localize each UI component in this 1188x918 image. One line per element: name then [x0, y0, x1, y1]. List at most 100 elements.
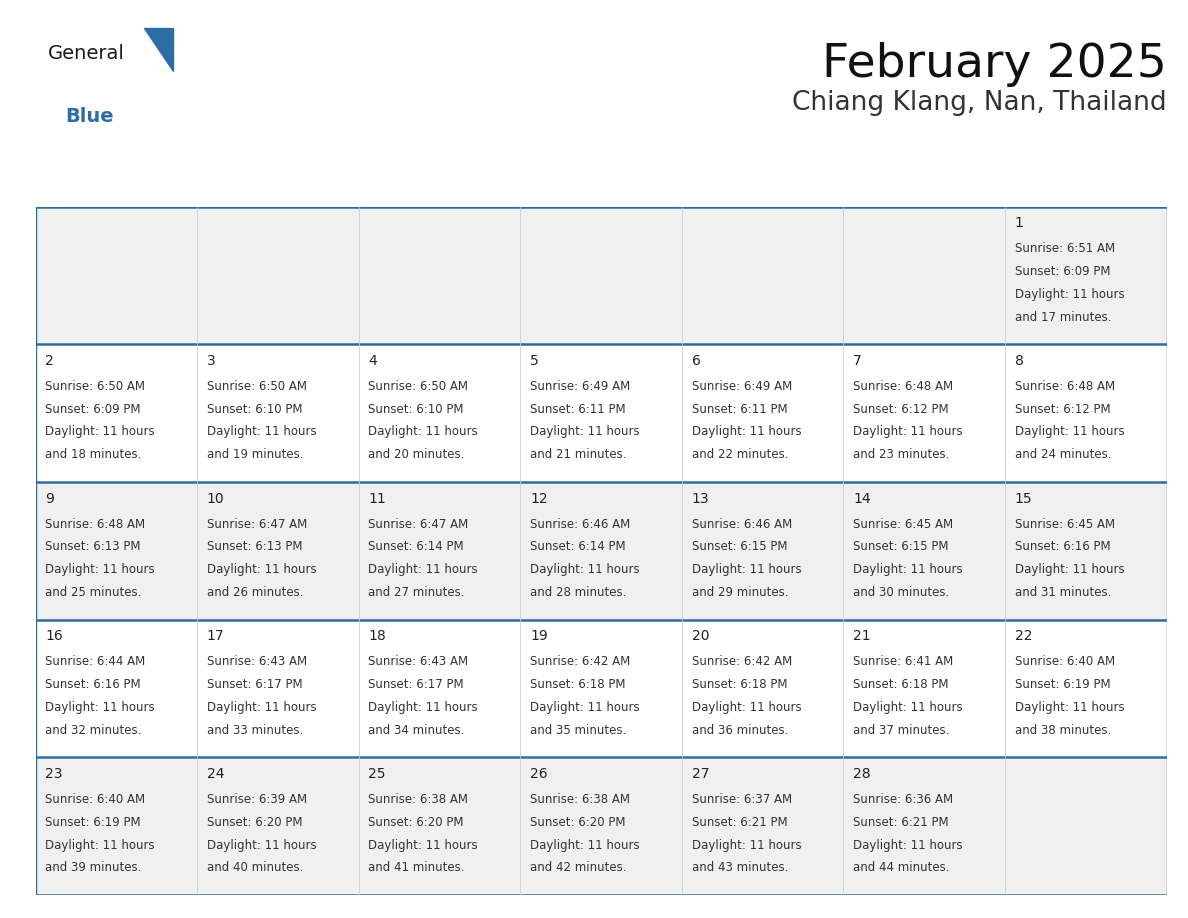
Text: Sunset: 6:14 PM: Sunset: 6:14 PM [530, 541, 626, 554]
Text: Sunday: Sunday [88, 174, 145, 189]
Text: Daylight: 11 hours: Daylight: 11 hours [691, 425, 801, 439]
Text: and 39 minutes.: and 39 minutes. [45, 861, 141, 874]
Text: and 31 minutes.: and 31 minutes. [1015, 586, 1111, 599]
Text: Sunrise: 6:42 AM: Sunrise: 6:42 AM [691, 655, 792, 668]
Text: 5: 5 [530, 353, 539, 368]
Text: Daylight: 11 hours: Daylight: 11 hours [1015, 425, 1124, 439]
Text: Sunrise: 6:41 AM: Sunrise: 6:41 AM [853, 655, 954, 668]
Text: Daylight: 11 hours: Daylight: 11 hours [853, 563, 962, 577]
Text: and 36 minutes.: and 36 minutes. [691, 723, 788, 736]
Text: Sunrise: 6:44 AM: Sunrise: 6:44 AM [45, 655, 146, 668]
Text: 12: 12 [530, 491, 548, 506]
Text: Sunrise: 6:50 AM: Sunrise: 6:50 AM [207, 380, 307, 393]
Text: 3: 3 [207, 353, 216, 368]
Text: 26: 26 [530, 767, 548, 781]
Text: 1: 1 [1015, 216, 1024, 230]
Text: Daylight: 11 hours: Daylight: 11 hours [45, 839, 154, 852]
Text: Sunset: 6:13 PM: Sunset: 6:13 PM [207, 541, 303, 554]
Text: 18: 18 [368, 630, 386, 644]
Text: Chiang Klang, Nan, Thailand: Chiang Klang, Nan, Thailand [792, 90, 1167, 117]
Text: and 44 minutes.: and 44 minutes. [853, 861, 949, 874]
Text: Sunrise: 6:49 AM: Sunrise: 6:49 AM [530, 380, 631, 393]
Text: Sunset: 6:15 PM: Sunset: 6:15 PM [691, 541, 788, 554]
Text: and 33 minutes.: and 33 minutes. [207, 723, 303, 736]
Bar [36, 482, 1167, 620]
Text: Sunrise: 6:48 AM: Sunrise: 6:48 AM [45, 518, 145, 531]
Text: Tuesday: Tuesday [409, 174, 470, 189]
Text: Sunrise: 6:47 AM: Sunrise: 6:47 AM [207, 518, 308, 531]
Text: Sunset: 6:18 PM: Sunset: 6:18 PM [853, 678, 949, 691]
Text: Sunset: 6:19 PM: Sunset: 6:19 PM [1015, 678, 1111, 691]
Text: Sunrise: 6:50 AM: Sunrise: 6:50 AM [368, 380, 468, 393]
Bar [36, 344, 1167, 482]
Text: Daylight: 11 hours: Daylight: 11 hours [45, 425, 154, 439]
Text: and 19 minutes.: and 19 minutes. [207, 448, 303, 461]
Text: Sunset: 6:12 PM: Sunset: 6:12 PM [1015, 403, 1111, 416]
Text: Sunrise: 6:36 AM: Sunrise: 6:36 AM [853, 793, 953, 806]
Text: Sunrise: 6:46 AM: Sunrise: 6:46 AM [691, 518, 792, 531]
Text: 19: 19 [530, 630, 548, 644]
Text: 8: 8 [1015, 353, 1024, 368]
Text: Daylight: 11 hours: Daylight: 11 hours [853, 701, 962, 714]
Text: Sunset: 6:18 PM: Sunset: 6:18 PM [691, 678, 788, 691]
Text: Sunset: 6:20 PM: Sunset: 6:20 PM [530, 816, 626, 829]
Text: 17: 17 [207, 630, 225, 644]
Text: 14: 14 [853, 491, 871, 506]
Text: Daylight: 11 hours: Daylight: 11 hours [207, 701, 316, 714]
Text: 27: 27 [691, 767, 709, 781]
Text: Daylight: 11 hours: Daylight: 11 hours [207, 425, 316, 439]
Text: Daylight: 11 hours: Daylight: 11 hours [368, 563, 478, 577]
Text: Sunset: 6:14 PM: Sunset: 6:14 PM [368, 541, 465, 554]
Text: and 29 minutes.: and 29 minutes. [691, 586, 788, 599]
Text: Sunset: 6:10 PM: Sunset: 6:10 PM [207, 403, 303, 416]
Text: Saturday: Saturday [1051, 174, 1120, 189]
Text: Sunrise: 6:37 AM: Sunrise: 6:37 AM [691, 793, 791, 806]
Text: Sunset: 6:13 PM: Sunset: 6:13 PM [45, 541, 141, 554]
Text: Sunrise: 6:51 AM: Sunrise: 6:51 AM [1015, 242, 1114, 255]
Text: Daylight: 11 hours: Daylight: 11 hours [207, 563, 316, 577]
Text: Daylight: 11 hours: Daylight: 11 hours [45, 563, 154, 577]
Text: 28: 28 [853, 767, 871, 781]
Text: Wednesday: Wednesday [557, 174, 645, 189]
Text: Sunrise: 6:47 AM: Sunrise: 6:47 AM [368, 518, 469, 531]
Text: Daylight: 11 hours: Daylight: 11 hours [853, 425, 962, 439]
Text: 2: 2 [45, 353, 55, 368]
Text: and 17 minutes.: and 17 minutes. [1015, 310, 1111, 323]
Text: Sunrise: 6:45 AM: Sunrise: 6:45 AM [853, 518, 953, 531]
Text: and 25 minutes.: and 25 minutes. [45, 586, 141, 599]
Text: Sunset: 6:16 PM: Sunset: 6:16 PM [1015, 541, 1111, 554]
Text: 22: 22 [1015, 630, 1032, 644]
Text: and 40 minutes.: and 40 minutes. [207, 861, 303, 874]
Text: 24: 24 [207, 767, 225, 781]
Text: Daylight: 11 hours: Daylight: 11 hours [691, 563, 801, 577]
Text: Daylight: 11 hours: Daylight: 11 hours [368, 839, 478, 852]
Text: and 27 minutes.: and 27 minutes. [368, 586, 465, 599]
Text: Daylight: 11 hours: Daylight: 11 hours [1015, 563, 1124, 577]
Text: Thursday: Thursday [727, 174, 798, 189]
Text: and 41 minutes.: and 41 minutes. [368, 861, 465, 874]
Text: Sunset: 6:19 PM: Sunset: 6:19 PM [45, 816, 141, 829]
Text: 7: 7 [853, 353, 862, 368]
Text: and 26 minutes.: and 26 minutes. [207, 586, 303, 599]
Text: and 32 minutes.: and 32 minutes. [45, 723, 141, 736]
Text: Sunset: 6:15 PM: Sunset: 6:15 PM [853, 541, 949, 554]
Text: and 18 minutes.: and 18 minutes. [45, 448, 141, 461]
Text: 23: 23 [45, 767, 63, 781]
Text: and 43 minutes.: and 43 minutes. [691, 861, 788, 874]
Text: Sunrise: 6:48 AM: Sunrise: 6:48 AM [853, 380, 953, 393]
Text: Sunrise: 6:39 AM: Sunrise: 6:39 AM [207, 793, 307, 806]
Text: Sunrise: 6:40 AM: Sunrise: 6:40 AM [45, 793, 145, 806]
Text: Monday: Monday [248, 174, 308, 189]
Text: Sunset: 6:20 PM: Sunset: 6:20 PM [368, 816, 465, 829]
Text: Daylight: 11 hours: Daylight: 11 hours [530, 425, 639, 439]
Text: 16: 16 [45, 630, 63, 644]
Text: Daylight: 11 hours: Daylight: 11 hours [207, 839, 316, 852]
Bar [36, 207, 1167, 344]
Text: Sunrise: 6:42 AM: Sunrise: 6:42 AM [530, 655, 631, 668]
Text: Sunrise: 6:43 AM: Sunrise: 6:43 AM [368, 655, 468, 668]
Text: Sunrise: 6:43 AM: Sunrise: 6:43 AM [207, 655, 307, 668]
Text: and 28 minutes.: and 28 minutes. [530, 586, 626, 599]
Text: Blue: Blue [65, 106, 114, 126]
Text: and 42 minutes.: and 42 minutes. [530, 861, 626, 874]
Text: Daylight: 11 hours: Daylight: 11 hours [530, 839, 639, 852]
